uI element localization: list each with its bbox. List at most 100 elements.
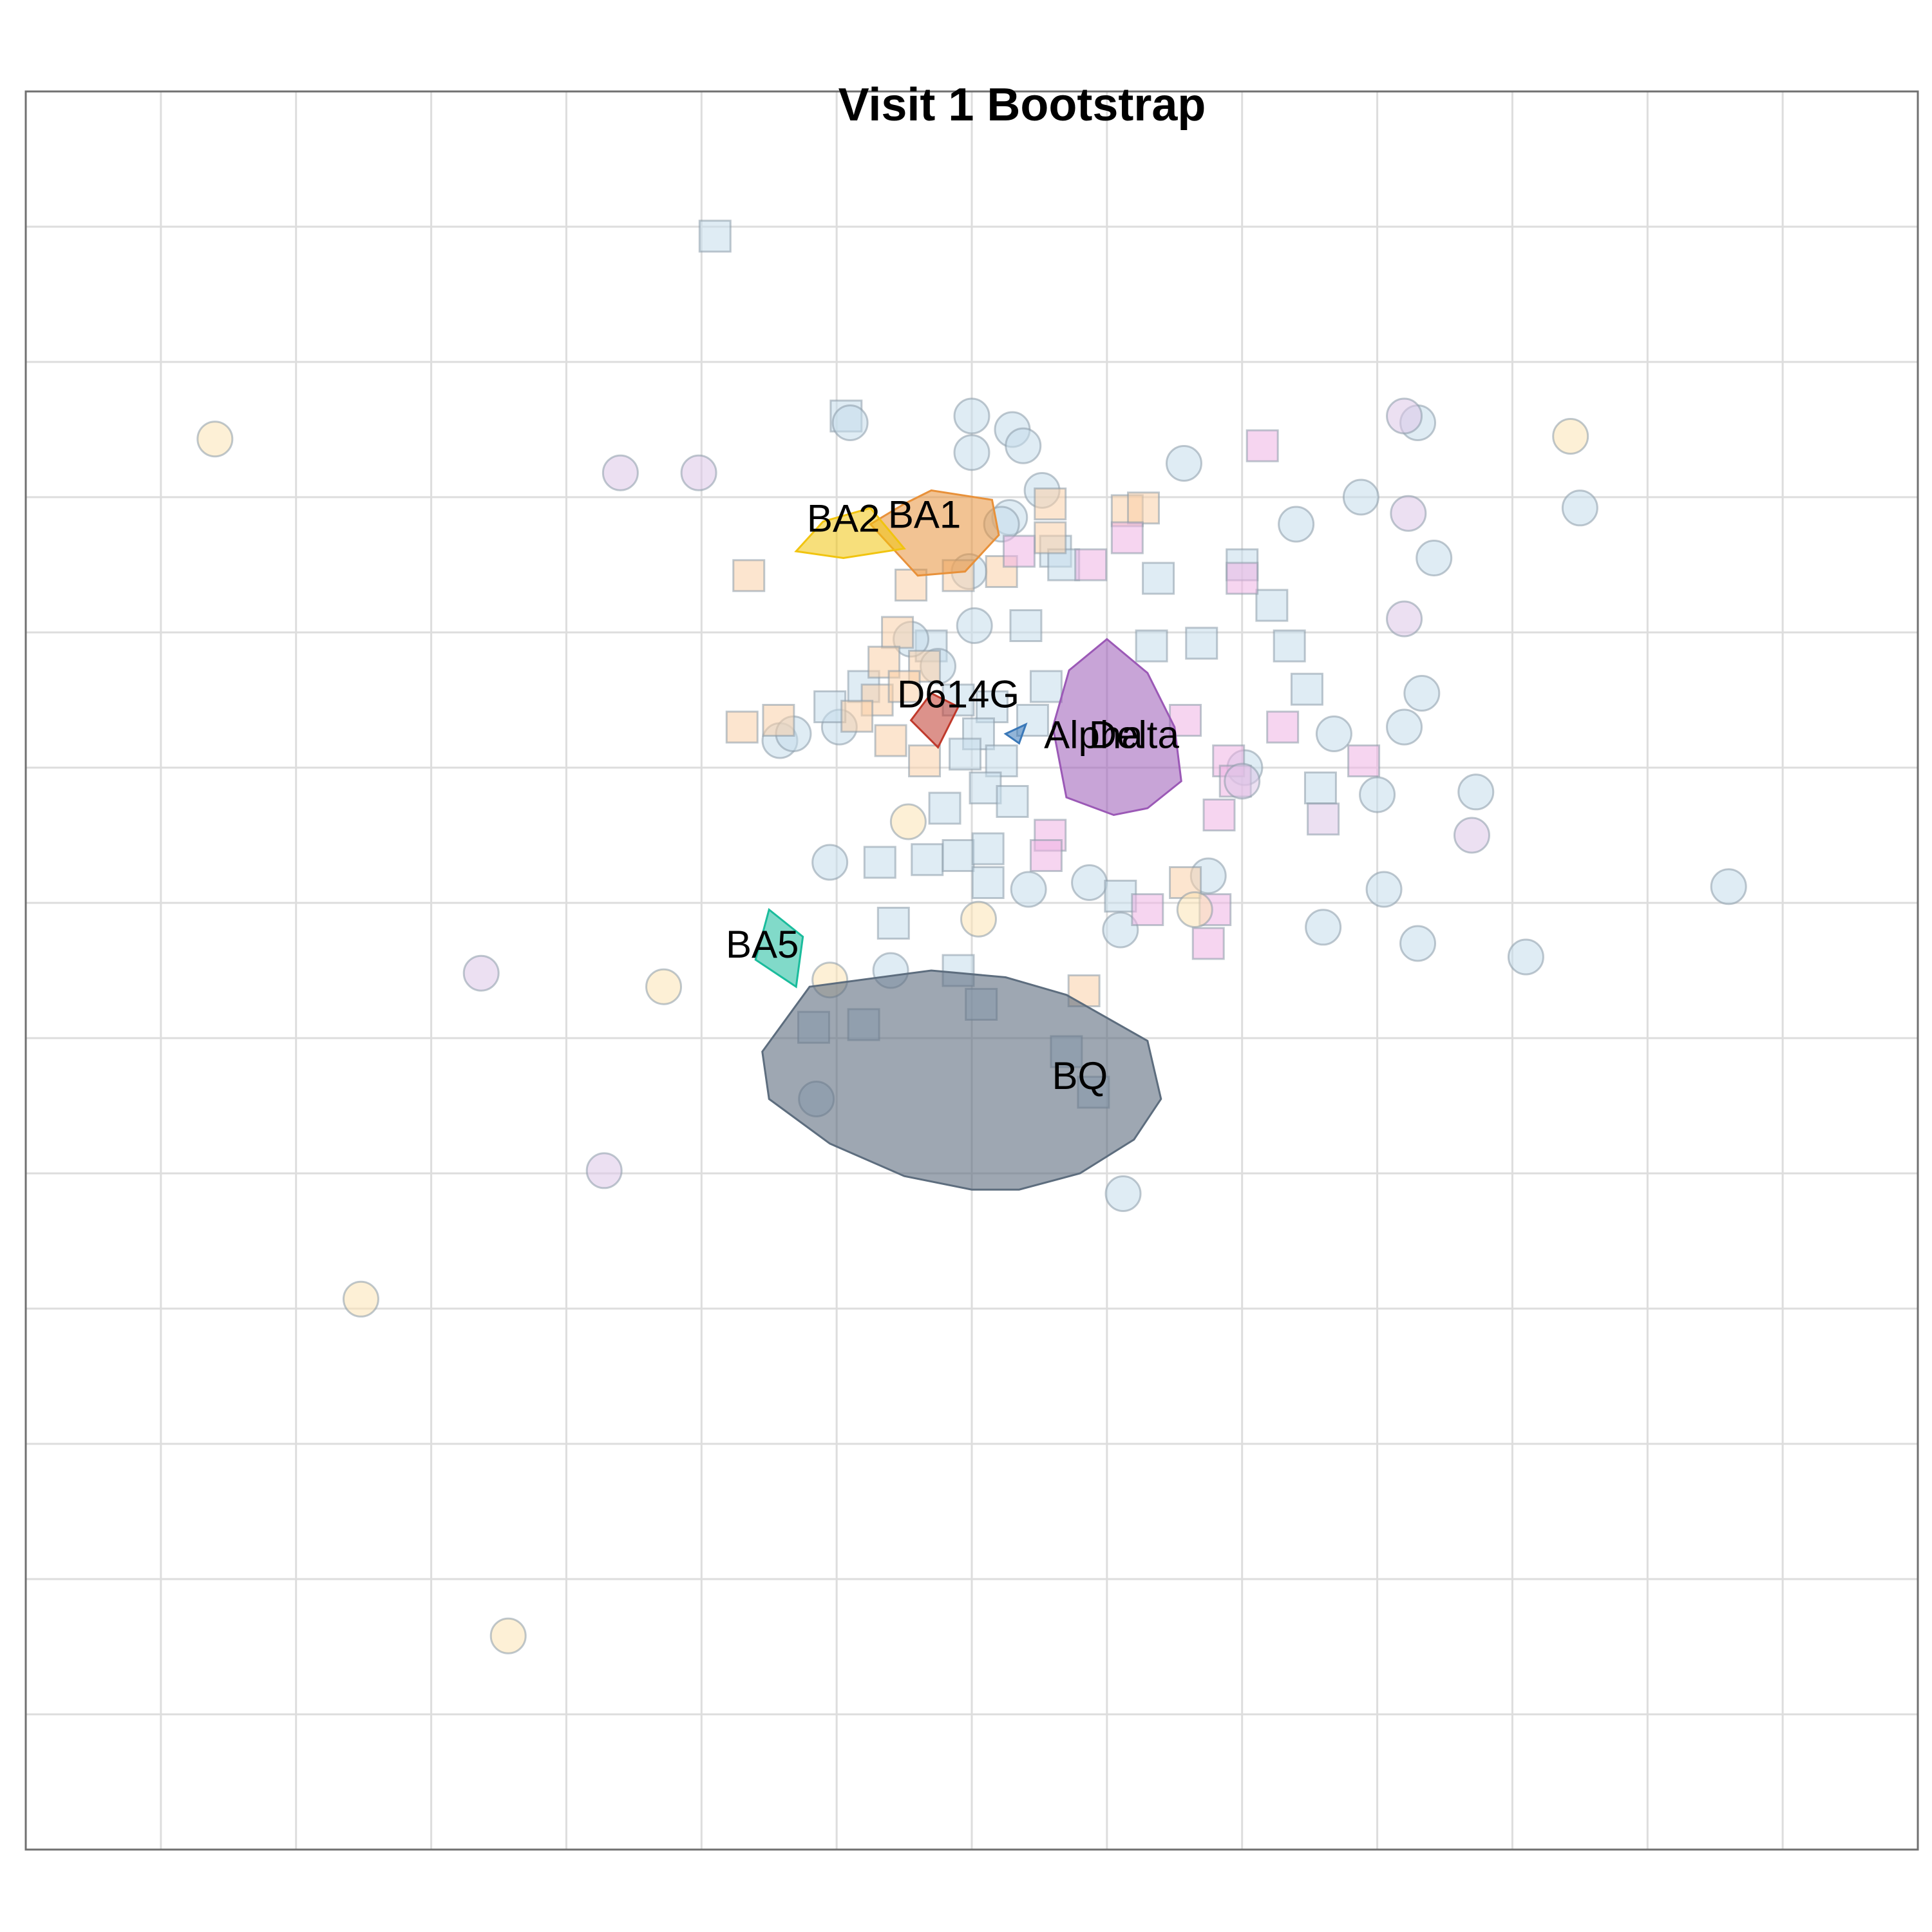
antigen-point-square bbox=[942, 839, 975, 872]
hull-bq bbox=[761, 969, 1162, 1191]
antigen-point-square bbox=[1255, 589, 1289, 622]
antigen-point-square bbox=[949, 737, 982, 771]
serum-point-circle bbox=[960, 900, 997, 938]
antigen-point-square bbox=[996, 785, 1029, 818]
label-d614g: D614G bbox=[897, 673, 1019, 716]
hull-d614g bbox=[909, 692, 960, 750]
antigen-point-square bbox=[1307, 802, 1340, 836]
serum-point-circle bbox=[889, 803, 927, 840]
serum-point-circle bbox=[1390, 495, 1427, 532]
antigen-point-square bbox=[911, 843, 944, 876]
antigen-point-square bbox=[928, 791, 961, 825]
antigen-point-square bbox=[881, 616, 914, 649]
sera-points bbox=[196, 220, 1747, 1654]
serum-point-circle bbox=[1315, 715, 1352, 752]
serum-point-circle bbox=[1561, 489, 1598, 527]
serum-point-circle bbox=[1386, 600, 1423, 638]
serum-point-circle bbox=[1104, 1175, 1142, 1212]
antigen-point-square bbox=[1347, 744, 1381, 777]
serum-point-circle bbox=[1342, 478, 1379, 516]
label-ba1: BA1 bbox=[888, 493, 961, 536]
antigen-point-square bbox=[1266, 710, 1300, 744]
serum-point-circle bbox=[1416, 540, 1453, 576]
antigen-point-square bbox=[876, 907, 910, 940]
antigen-point-square bbox=[698, 220, 732, 253]
serum-point-circle bbox=[1176, 891, 1213, 928]
serum-point-circle bbox=[342, 1280, 379, 1318]
antigen-point-square bbox=[1127, 491, 1160, 525]
serum-point-circle bbox=[1399, 925, 1437, 962]
hull-alpha bbox=[1003, 722, 1028, 745]
serum-point-circle bbox=[462, 954, 500, 992]
antigen-point-square bbox=[1002, 535, 1036, 568]
serum-point-circle bbox=[1710, 868, 1747, 905]
serum-point-circle bbox=[1278, 506, 1315, 543]
serum-point-circle bbox=[1552, 418, 1589, 455]
serum-point-circle bbox=[489, 1617, 527, 1654]
antigen-point-square bbox=[1191, 927, 1225, 960]
antigen-point-square bbox=[887, 670, 921, 703]
serum-point-circle bbox=[1386, 397, 1423, 435]
antigen-point-square bbox=[1029, 839, 1063, 872]
antigen-point-square bbox=[1202, 799, 1236, 831]
antigen-point-square bbox=[1131, 893, 1164, 926]
antigen-point-square bbox=[1273, 629, 1306, 663]
antigen-point-square bbox=[1303, 772, 1337, 804]
antigen-point-square bbox=[908, 744, 942, 777]
antigen-point-square bbox=[971, 832, 1005, 866]
label-ba5: BA5 bbox=[726, 923, 799, 966]
antigen-point-square bbox=[762, 704, 795, 737]
antigen-point-square bbox=[725, 710, 759, 744]
serum-point-circle bbox=[1386, 708, 1423, 746]
serum-point-circle bbox=[811, 844, 849, 881]
serum-point-circle bbox=[196, 421, 234, 458]
serum-point-circle bbox=[1165, 445, 1202, 482]
chart-title: Visit 1 Bootstrap bbox=[838, 79, 1206, 131]
serum-point-circle bbox=[831, 404, 869, 441]
serum-point-circle bbox=[680, 454, 717, 491]
antigen-point-square bbox=[840, 699, 874, 733]
antigen-point-square bbox=[1029, 670, 1063, 703]
antigen-point-square bbox=[1034, 488, 1067, 520]
serum-point-circle bbox=[1457, 773, 1495, 811]
antigen-point-square bbox=[1290, 672, 1323, 706]
antigen-point-square bbox=[1226, 562, 1259, 595]
serum-point-circle bbox=[1507, 938, 1544, 976]
antigen-point-square bbox=[874, 724, 907, 757]
antigen-point-square bbox=[1135, 629, 1168, 663]
serum-point-circle bbox=[953, 397, 990, 435]
antigen-point-square bbox=[813, 690, 847, 723]
serum-point-circle bbox=[1359, 776, 1396, 813]
serum-point-circle bbox=[1005, 427, 1042, 464]
variant-hulls bbox=[754, 489, 1182, 1191]
antigen-point-square bbox=[1009, 609, 1043, 642]
antigen-point-square bbox=[1142, 562, 1175, 595]
hull-delta bbox=[1052, 638, 1182, 817]
antigen-point-square bbox=[732, 559, 766, 592]
serum-point-circle bbox=[1071, 864, 1108, 901]
serum-point-circle bbox=[1010, 871, 1047, 908]
hull-ba5 bbox=[754, 907, 804, 989]
hull-ba1 bbox=[869, 489, 1000, 577]
serum-point-circle bbox=[956, 607, 993, 644]
serum-point-circle bbox=[645, 968, 683, 1005]
antigen-point-square bbox=[1110, 521, 1144, 554]
antigen-point-square bbox=[1074, 548, 1108, 582]
serum-point-circle bbox=[1224, 762, 1261, 800]
antigen-point-square bbox=[975, 690, 1009, 723]
antigen-point-square bbox=[863, 846, 896, 879]
serum-point-circle bbox=[585, 1152, 623, 1189]
label-ba2: BA2 bbox=[807, 497, 880, 540]
antigen-point-square bbox=[971, 866, 1005, 899]
hull-ba2 bbox=[794, 507, 906, 560]
antigen-point-square bbox=[1185, 627, 1218, 660]
serum-point-circle bbox=[1403, 675, 1441, 712]
label-alpha: Alpha bbox=[1044, 714, 1143, 757]
antigen-point-square bbox=[969, 772, 1002, 804]
serum-point-circle bbox=[1305, 909, 1342, 946]
serum-point-circle bbox=[953, 434, 990, 471]
label-bq: BQ bbox=[1052, 1054, 1108, 1097]
serum-point-circle bbox=[1365, 871, 1403, 908]
